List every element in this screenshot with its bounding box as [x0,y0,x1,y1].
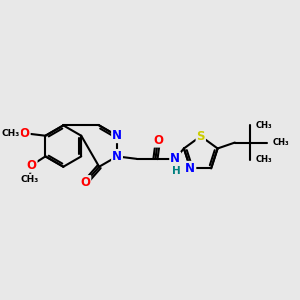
Text: CH₃: CH₃ [20,175,38,184]
Text: N: N [112,129,122,142]
Text: N: N [185,162,195,175]
Text: CH₃: CH₃ [256,155,272,164]
Text: O: O [20,127,30,140]
Text: O: O [27,159,37,172]
Text: O: O [153,134,163,147]
Text: CH₃: CH₃ [273,138,290,147]
Text: CH₃: CH₃ [2,129,20,138]
Text: CH₃: CH₃ [256,121,272,130]
Text: N: N [170,152,180,165]
Text: O: O [80,176,90,189]
Text: N: N [112,150,122,163]
Text: S: S [196,130,205,143]
Text: H: H [172,166,181,176]
